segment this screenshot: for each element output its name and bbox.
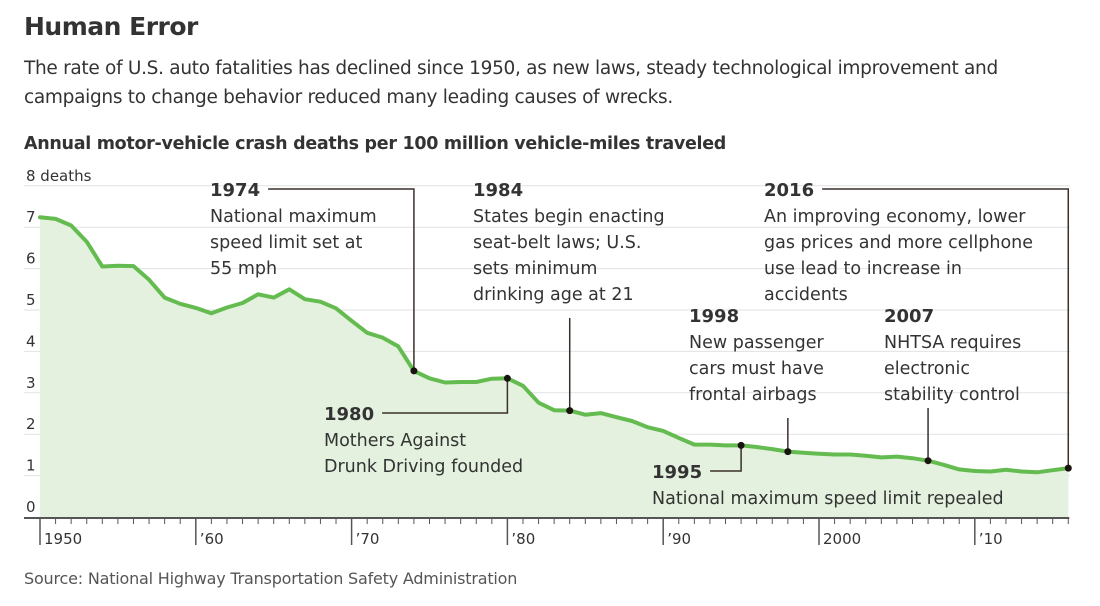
y-tick-label: 1: [26, 457, 36, 475]
chart-heading: Annual motor-vehicle crash deaths per 10…: [24, 134, 727, 154]
y-tick-label: 2: [26, 415, 36, 433]
annotation-text: An improving economy, lower: [764, 207, 1026, 227]
annotation-year: 1980: [324, 404, 374, 425]
annotation-text: speed limit set at: [210, 233, 363, 253]
y-tick-label: 7: [26, 208, 36, 226]
y-tick-label: 0: [26, 498, 36, 516]
annotation-year: 1995: [652, 462, 702, 483]
annotation-dot: [737, 441, 745, 449]
x-tick-label: 1950: [44, 530, 82, 548]
x-tick-label: ’10: [979, 530, 1003, 548]
annotation-year: 2016: [764, 180, 814, 201]
annotation-text: National maximum speed limit repealed: [652, 489, 1004, 509]
annotation-leader: [382, 378, 509, 414]
data-line: [38, 215, 1071, 475]
annotation-text: use lead to increase in: [764, 259, 962, 279]
annotation-text: gas prices and more cellphone: [764, 233, 1033, 253]
annotation-year: 1984: [473, 180, 523, 201]
annotation-text: electronic: [884, 359, 970, 379]
annotation-text: drinking age at 21: [473, 285, 634, 305]
annotation-text: sets minimum: [473, 259, 597, 279]
annotation-text: Mothers Against: [324, 431, 466, 451]
x-tick-label: ’90: [667, 530, 691, 548]
annotation-text: 55 mph: [210, 259, 277, 279]
annotation-text: Drunk Driving founded: [324, 457, 523, 477]
annotation-text: States begin enacting: [473, 207, 665, 227]
annotation-dot: [784, 448, 792, 456]
y-tick-label: 8 deaths: [26, 167, 92, 185]
x-tick-label: 2000: [823, 530, 861, 548]
y-tick-label: 3: [26, 374, 36, 392]
annotation-text: cars must have: [689, 359, 824, 379]
annotation-text: seat-belt laws; U.S.: [473, 233, 641, 253]
annotation-1995: 1995 National maximum speed limit repeale…: [652, 441, 1004, 509]
annotation-dot: [566, 407, 574, 415]
annotation-1974: 1974 National maximum speed limit set at 55…: [210, 180, 418, 375]
annotation-dot: [410, 367, 418, 375]
annotation-leader: [710, 445, 742, 472]
y-tick-label: 4: [26, 332, 36, 350]
annotations: 1974 National maximum speed limit set at 55…: [210, 180, 1072, 509]
annotation-year: 1974: [210, 180, 260, 201]
annotation-text: New passenger: [689, 333, 825, 353]
annotation-dot: [924, 457, 932, 465]
annotation-dot: [1064, 464, 1072, 472]
annotation-1984: 1984 States begin enacting seat-belt laws;…: [473, 180, 665, 415]
x-axis: 1950 ’60 ’70 ’80 ’90 2000 ’10: [24, 517, 1070, 548]
annotation-text: stability control: [884, 385, 1020, 405]
annotation-text: accidents: [764, 285, 848, 305]
annotation-dot: [503, 374, 511, 382]
x-tick-label: ’70: [356, 530, 380, 548]
annotation-2007: 2007 NHTSA requires electronic stability co…: [884, 306, 1021, 465]
annotation-leader: [822, 188, 1070, 469]
x-tick-label: ’80: [511, 530, 535, 548]
annotation-year: 1998: [689, 306, 739, 327]
area-fill: [40, 217, 1069, 518]
annotation-text: frontal airbags: [689, 385, 817, 405]
annotation-1998: 1998 New passenger cars must have frontal a…: [689, 306, 825, 456]
annotation-text: National maximum: [210, 207, 377, 227]
y-tick-label: 6: [26, 250, 36, 268]
chart-subtitle: The rate of U.S. auto fatalities has dec…: [24, 58, 998, 108]
y-tick-label: 5: [26, 291, 36, 309]
annotation-leader: [268, 188, 415, 371]
source-note: Source: National Highway Transportation …: [24, 569, 518, 588]
annotation-1980: 1980 Mothers Against Drunk Driving founded: [324, 374, 523, 477]
annotation-text: NHTSA requires: [884, 333, 1021, 353]
annotation-year: 2007: [884, 306, 934, 327]
x-tick-label: ’60: [200, 530, 224, 548]
y-tick-labels: 0 1 2 3 4 5 6 7 8 deaths: [26, 167, 92, 516]
chart-title: Human Error: [24, 12, 198, 41]
annotation-2016: 2016 An improving economy, lower gas price…: [764, 180, 1072, 472]
